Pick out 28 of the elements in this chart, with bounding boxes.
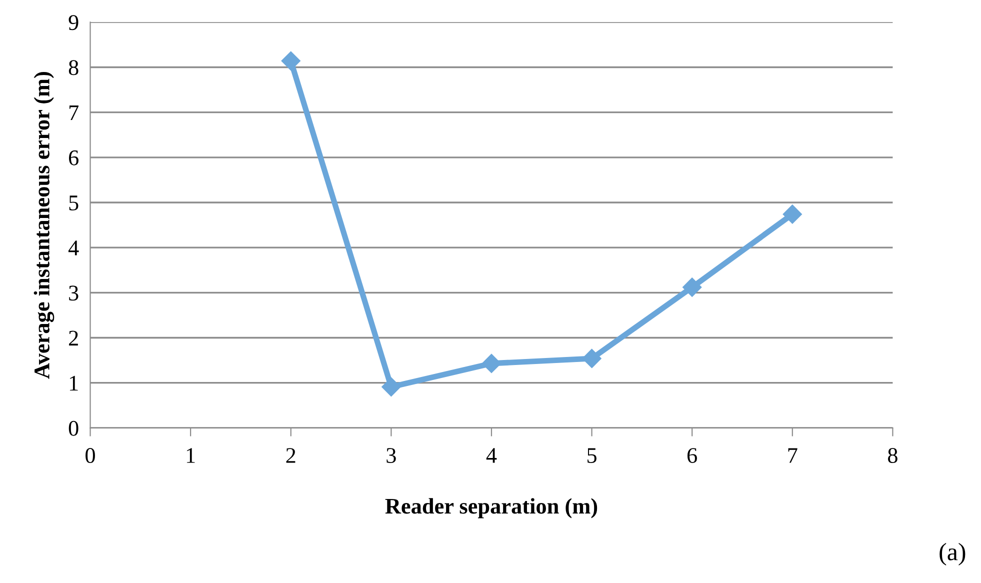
- point: [482, 354, 502, 373]
- x-tick-label: 3: [386, 448, 396, 464]
- x-tick-label: 2: [286, 448, 296, 463]
- y-tick-label: 0: [68, 420, 78, 436]
- x-tick-label: 5: [588, 448, 596, 464]
- point: [582, 348, 602, 368]
- y-tick-label: 5: [69, 196, 78, 210]
- x-tick-label: 6: [687, 448, 697, 464]
- text: (a): [940, 542, 966, 566]
- point: [281, 51, 300, 70]
- y-tick-label: 2: [69, 330, 78, 346]
- point: [682, 278, 702, 297]
- x-tick-label: 7: [788, 448, 798, 463]
- y-tick-label: 7: [69, 105, 78, 120]
- x-tick-label: 4: [486, 448, 497, 463]
- x-tick-label: 1: [186, 448, 195, 463]
- x-tick-label: 8: [888, 448, 898, 464]
- y-tick-label: 9: [68, 15, 78, 30]
- y-tick-label: 1: [70, 376, 78, 391]
- y-axis-title: Average instantaneous error (m): [34, 72, 54, 379]
- point: [782, 204, 802, 224]
- point: [382, 377, 401, 396]
- y-tick-label: 8: [68, 60, 78, 76]
- y-tick-label: 6: [68, 150, 78, 166]
- x-tick-label: 0: [86, 448, 95, 464]
- x-axis-title: Reader separation (m): [385, 498, 598, 518]
- y-tick-label: 4: [68, 240, 79, 256]
- y-tick-label: 3: [69, 286, 78, 301]
